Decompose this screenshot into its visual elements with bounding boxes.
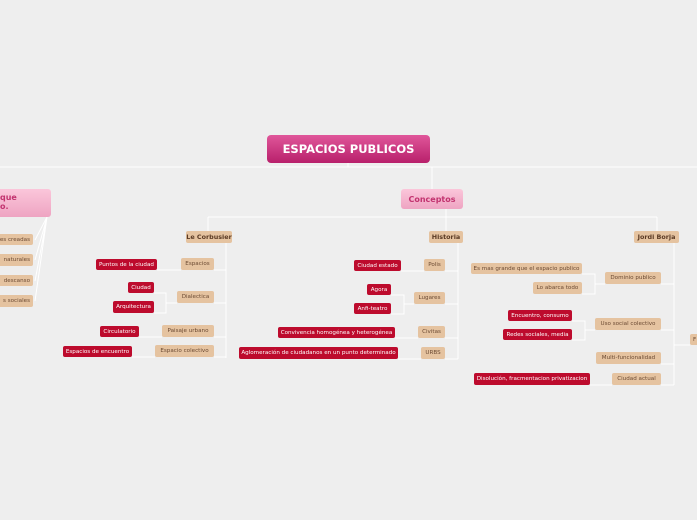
topic-espacios[interactable]: Espacios [181, 258, 214, 270]
topic-polis[interactable]: Polis [424, 259, 445, 271]
leaf-node[interactable]: Ciudad [128, 282, 154, 293]
leaf-node[interactable]: Agora [367, 284, 391, 295]
left-subtopic-line1: que [0, 193, 17, 202]
leaf-node[interactable]: Es mas grande que el espacio publico [471, 263, 582, 274]
leaf-node[interactable]: Circulatorio [100, 326, 139, 337]
jordi-borja-node[interactable]: Jordi Borja [634, 231, 679, 243]
topic-uso-social-colectivo[interactable]: Uso social colectivo [595, 318, 661, 330]
historia-node[interactable]: Historia [429, 231, 463, 243]
topic-espacio-colectivo[interactable]: Espacio colectivo [155, 345, 214, 357]
leaf-node[interactable]: Disolución, fracmentacion privatizacion [474, 373, 590, 385]
leaf-node[interactable]: Anfi-teatro [354, 303, 391, 314]
topic-lugares[interactable]: Lugares [414, 292, 445, 304]
leaf-node[interactable]: Encuentro, consumo [508, 310, 572, 321]
left-leaf[interactable]: es creadas [0, 234, 33, 245]
left-subtopic-line2: o. [0, 202, 9, 211]
topic-dialectica[interactable]: Dialectica [177, 291, 214, 303]
conceptos-node[interactable]: Conceptos [401, 189, 463, 209]
leaf-node[interactable]: Convivencia homogénea y heterogénea [278, 327, 395, 338]
le-corbusier-node[interactable]: Le Corbusier [186, 231, 232, 243]
topic-ciudad-actual[interactable]: Ciudad actual [612, 373, 661, 385]
topic-civitas[interactable]: Civitas [418, 326, 445, 338]
left-leaf[interactable]: naturales [0, 254, 33, 266]
partial-right-node[interactable]: F [690, 334, 697, 345]
left-leaf[interactable]: s sociales [0, 295, 33, 307]
central-topic[interactable]: ESPACIOS PUBLICOS [267, 135, 430, 163]
left-subtopic[interactable]: que o. [0, 189, 51, 217]
leaf-node[interactable]: Arquitectura [113, 301, 154, 313]
left-leaf[interactable]: descanso [0, 275, 33, 286]
topic-multi-funcionalidad[interactable]: Multi-funcionalidad [596, 352, 661, 364]
leaf-node[interactable]: Lo abarca todo [533, 282, 582, 294]
topic-paisaje-urbano[interactable]: Paisaje urbano [162, 325, 214, 337]
topic-urbs[interactable]: URBS [421, 347, 445, 359]
leaf-node[interactable]: Redes sociales, media [503, 329, 572, 340]
leaf-node[interactable]: Aglomeración de ciudadanos en un punto d… [239, 347, 398, 359]
leaf-node[interactable]: Ciudad estado [354, 260, 401, 271]
topic-dominio-publico[interactable]: Dominio publico [605, 272, 661, 284]
leaf-node[interactable]: Puntos de la ciudad [96, 259, 157, 270]
leaf-node[interactable]: Espacios de encuentro [63, 346, 132, 357]
